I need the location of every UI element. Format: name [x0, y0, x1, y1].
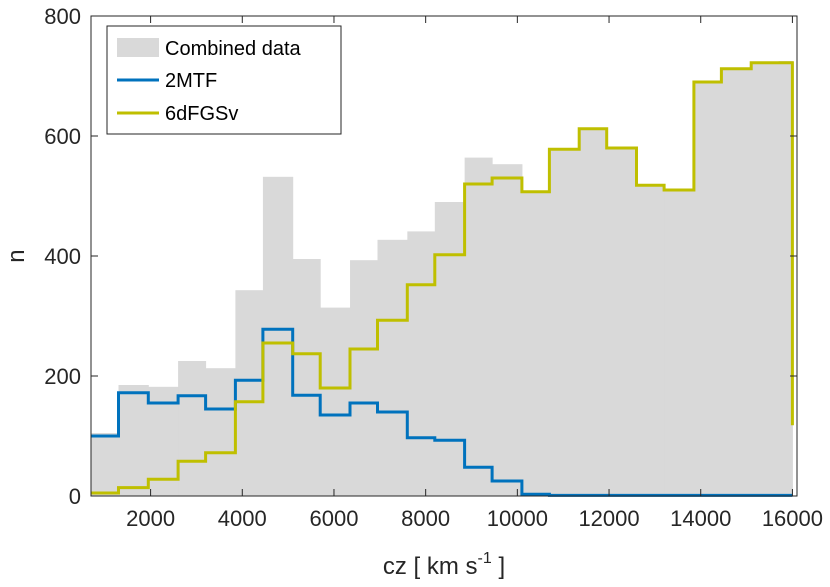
x-tick-label: 12000: [578, 506, 639, 531]
series-line-2mtf: [91, 327, 793, 497]
combined-data-bar: [235, 290, 264, 496]
legend: Combined data 2MTF 6dFGSv: [106, 25, 342, 135]
x-tick-label: 6000: [309, 506, 358, 531]
combined-data-bar: [721, 69, 752, 497]
x-axis-title-close: ]: [492, 553, 505, 580]
combined-data-bar: [636, 185, 665, 496]
combined-data-bar: [693, 82, 722, 496]
combined-data-bar: [778, 61, 793, 496]
combined-data-bar: [91, 433, 120, 496]
x-tick-label: 10000: [487, 506, 548, 531]
combined-data-bar: [606, 148, 638, 496]
y-tick-label: 600: [44, 124, 81, 149]
x-tick-label: 16000: [762, 506, 823, 531]
x-axis-title: cz [ km s-1 ]: [383, 550, 505, 580]
combined-data-bar: [205, 368, 236, 496]
axis-ticks: 2000 4000 6000 8000 10000 12000 14000 16000 0 200…: [44, 4, 823, 531]
combined-data-bar: [664, 190, 695, 496]
combined-data-bar: [320, 307, 351, 496]
combined-data-bar: [118, 385, 149, 496]
y-tick-label: 0: [69, 484, 81, 509]
combined-data-bars: [91, 61, 793, 497]
series-lines: [91, 61, 794, 497]
combined-data-bar: [178, 361, 207, 496]
combined-data-bar: [350, 260, 379, 496]
legend-label-combined-data: Combined data: [165, 38, 302, 60]
y-axis-title: n: [3, 249, 30, 262]
combined-data-bar: [549, 149, 580, 497]
combined-data-bar: [464, 157, 493, 496]
y-tick-label: 800: [44, 4, 81, 29]
x-tick-label: 4000: [218, 506, 267, 531]
combined-data-bar: [751, 62, 780, 497]
series-line-6dfgsv: [91, 61, 794, 495]
combined-data-bar: [521, 192, 550, 496]
y-tick-label: 400: [44, 244, 81, 269]
combined-data-bar: [492, 164, 523, 496]
combined-data-bar: [377, 239, 408, 497]
combined-data-bar: [292, 259, 321, 496]
combined-data-bar: [262, 176, 294, 497]
x-axis-title-main: cz [ km s: [383, 553, 478, 580]
x-tick-label: 8000: [401, 506, 450, 531]
legend-label-2mtf: 2MTF: [165, 70, 217, 92]
combined-data-bar: [579, 128, 608, 497]
legend-label-6dfgsv: 6dFGSv: [165, 103, 238, 125]
combined-data-bar: [407, 231, 436, 496]
y-tick-label: 200: [44, 364, 81, 389]
combined-data-bar: [434, 202, 466, 496]
x-tick-label: 14000: [670, 506, 731, 531]
x-tick-label: 2000: [126, 506, 175, 531]
x-axis-title-superscript: -1: [478, 550, 492, 567]
legend-swatch-combined-data: [117, 38, 159, 57]
